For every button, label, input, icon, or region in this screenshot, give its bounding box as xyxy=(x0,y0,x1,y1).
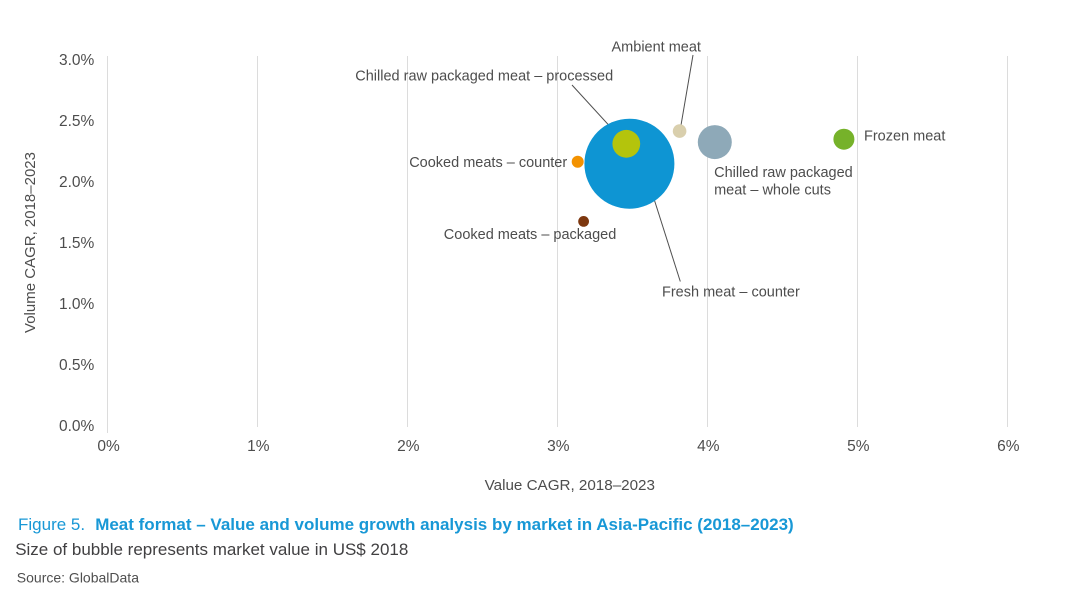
svg-text:6%: 6% xyxy=(997,438,1020,455)
svg-text:4%: 4% xyxy=(697,438,720,455)
svg-text:1.5%: 1.5% xyxy=(59,235,95,252)
svg-text:5%: 5% xyxy=(847,438,870,455)
svg-text:Fresh meat – counter: Fresh meat – counter xyxy=(662,285,800,301)
svg-text:Cooked meats – packaged: Cooked meats – packaged xyxy=(444,227,617,243)
svg-text:3%: 3% xyxy=(547,438,570,455)
svg-text:0%: 0% xyxy=(97,438,120,455)
svg-text:Ambient meat: Ambient meat xyxy=(612,40,701,56)
svg-text:Cooked meats – counter: Cooked meats – counter xyxy=(409,155,567,171)
svg-text:1.0%: 1.0% xyxy=(59,296,95,313)
svg-text:Source: GlobalData: Source: GlobalData xyxy=(17,569,139,585)
svg-text:Chilled raw packaged meat – pr: Chilled raw packaged meat – processed xyxy=(355,69,613,85)
svg-text:Figure 5.Meat format – Value a: Figure 5. Meat format – Value and volume … xyxy=(18,515,794,534)
svg-text:1%: 1% xyxy=(247,438,270,455)
svg-text:Size of bubble represents mark: Size of bubble represents market value i… xyxy=(15,540,408,559)
svg-text:3.0%: 3.0% xyxy=(59,52,95,69)
svg-text:0.5%: 0.5% xyxy=(59,357,95,374)
svg-text:Frozen meat: Frozen meat xyxy=(864,129,945,145)
svg-text:Chilled raw packaged: Chilled raw packaged xyxy=(714,165,853,181)
svg-text:0.0%: 0.0% xyxy=(59,418,95,435)
svg-text:meat – whole cuts: meat – whole cuts xyxy=(714,183,831,199)
svg-text:2.5%: 2.5% xyxy=(59,113,95,130)
svg-text:2.0%: 2.0% xyxy=(59,174,95,191)
svg-text:Volume CAGR, 2018–2023: Volume CAGR, 2018–2023 xyxy=(22,152,39,333)
svg-text:2%: 2% xyxy=(397,438,420,455)
svg-text:Value CAGR, 2018–2023: Value CAGR, 2018–2023 xyxy=(485,477,655,494)
